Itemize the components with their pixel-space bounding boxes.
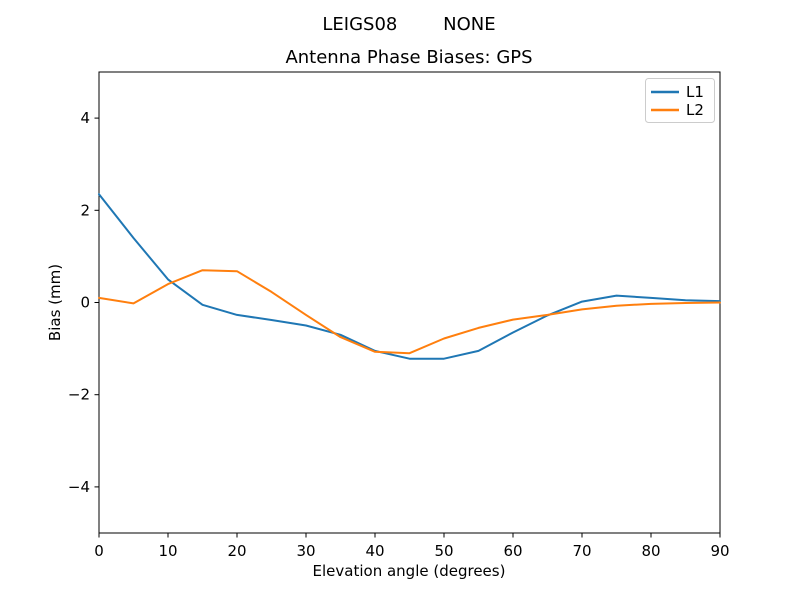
legend-label-l2: L2 <box>686 101 704 119</box>
y-tick-label: 4 <box>80 109 90 127</box>
x-tick-label: 40 <box>365 542 384 560</box>
x-tick-label: 80 <box>641 542 660 560</box>
x-tick-label: 30 <box>296 542 315 560</box>
x-tick-label: 10 <box>158 542 177 560</box>
series-lines <box>98 193 721 360</box>
l1-line <box>98 193 721 360</box>
plot-area <box>98 71 721 534</box>
y-axis-ticks: −4 −2 0 2 4 <box>68 109 99 496</box>
l2-line <box>98 269 721 355</box>
x-tick-label: 90 <box>710 542 729 560</box>
figure-title: LEIGS08 NONE <box>322 14 495 35</box>
y-tick-label: 0 <box>80 294 90 312</box>
x-tick-label: 60 <box>503 542 522 560</box>
x-tick-label: 50 <box>434 542 453 560</box>
legend-label-l1: L1 <box>686 83 704 101</box>
axes-title: Antenna Phase Biases: GPS <box>285 47 532 68</box>
x-tick-label: 20 <box>227 542 246 560</box>
y-tick-label: −4 <box>68 478 90 496</box>
legend: L1 L2 <box>645 78 715 123</box>
y-tick-label: −2 <box>68 386 90 404</box>
x-tick-label: 0 <box>94 542 104 560</box>
y-axis-label: Bias (mm) <box>46 264 64 341</box>
x-axis-label: Elevation angle (degrees) <box>313 562 506 580</box>
y-tick-label: 2 <box>80 201 90 219</box>
x-axis-ticks: 0 10 20 30 40 50 60 70 80 90 <box>94 533 730 560</box>
legend-box <box>645 78 715 123</box>
x-tick-label: 70 <box>572 542 591 560</box>
